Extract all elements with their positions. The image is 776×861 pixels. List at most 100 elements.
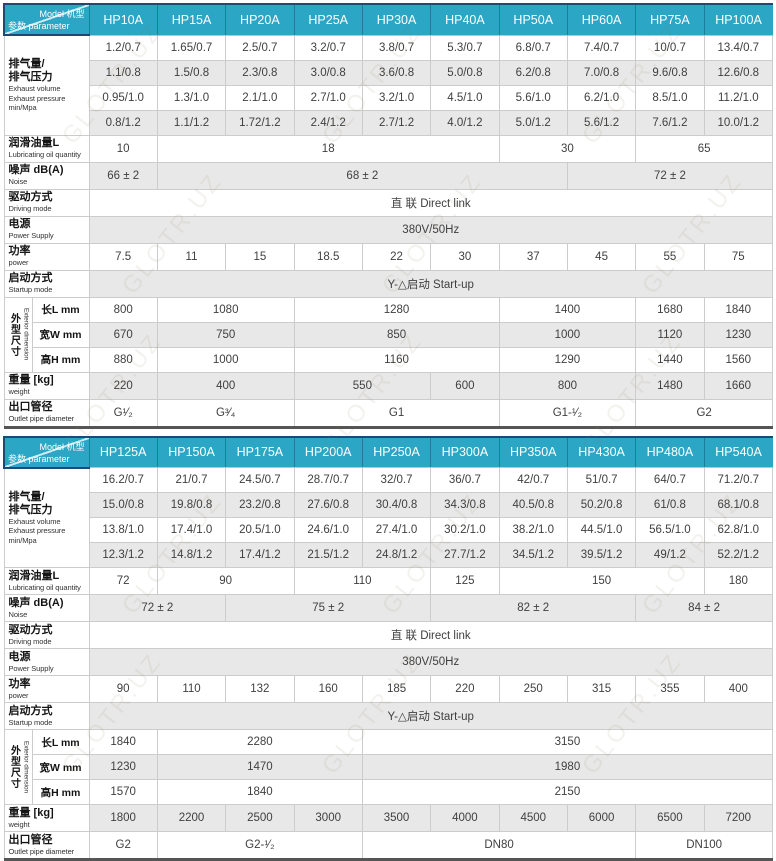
value-cell: 10.0/1.2 xyxy=(704,110,772,135)
value-cell: 61/0.8 xyxy=(636,493,704,518)
column-header-hp20a: HP20A xyxy=(226,4,294,35)
value-cell: 56.5/1.0 xyxy=(636,518,704,543)
row-label-zh: 润滑油量L xyxy=(9,570,87,583)
value-cell: 36/0.7 xyxy=(431,468,499,493)
value-cell: 1230 xyxy=(89,755,157,780)
value-cell: 0.95/1.0 xyxy=(89,85,157,110)
row-label-zh: 重量 [kg] xyxy=(9,374,87,387)
value-cell: 1840 xyxy=(704,297,772,322)
value-cell: 7.5 xyxy=(89,243,157,270)
value-cell: 15.0/0.8 xyxy=(89,493,157,518)
value-cell: 400 xyxy=(157,372,294,399)
value-cell: 800 xyxy=(499,372,636,399)
value-cell: 72 xyxy=(89,568,157,595)
row-label-en: Power Supply xyxy=(9,231,87,240)
value-cell: 直 联 Direct link xyxy=(89,189,773,216)
row-label-en: weight xyxy=(9,387,87,396)
value-cell: 8.5/1.0 xyxy=(636,85,704,110)
value-cell: 220 xyxy=(431,676,499,703)
diag-parameter-label: 参数 parameter xyxy=(8,19,70,32)
value-cell: 400 xyxy=(704,676,772,703)
value-cell: 16.2/0.7 xyxy=(89,468,157,493)
row-label-zh: 出口管径 xyxy=(9,401,87,414)
value-cell: 14.8/1.2 xyxy=(157,543,225,568)
column-header-hp430a: HP430A xyxy=(567,437,635,468)
row-label-en: Driving mode xyxy=(9,637,87,646)
column-header-hp540a: HP540A xyxy=(704,437,772,468)
value-cell: 24.8/1.2 xyxy=(362,543,430,568)
value-cell: 1.65/0.7 xyxy=(157,35,225,60)
value-cell: 62.8/1.0 xyxy=(704,518,772,543)
column-header-hp30a: HP30A xyxy=(362,4,430,35)
value-cell: 4.0/1.2 xyxy=(431,110,499,135)
value-cell: 7200 xyxy=(704,805,772,832)
value-cell: 30 xyxy=(499,135,636,162)
row-label-zh: 电源 xyxy=(9,218,87,231)
value-cell: 5.6/1.0 xyxy=(499,85,567,110)
value-cell: 2200 xyxy=(157,805,225,832)
value-cell: DN80 xyxy=(362,832,635,860)
value-cell: 13.4/0.7 xyxy=(704,35,772,60)
value-cell: 15 xyxy=(226,243,294,270)
value-cell: 125 xyxy=(431,568,499,595)
row-label-en: Outlet pipe diameter xyxy=(9,414,87,423)
row-label-en: Startup mode xyxy=(9,718,87,727)
model-parameter-diagonal-cell: Model 机型参数 parameter xyxy=(4,437,89,468)
row-label: 噪声 dB(A)Noise xyxy=(4,162,89,189)
value-cell: 3.2/1.0 xyxy=(362,85,430,110)
value-cell: 220 xyxy=(89,372,157,399)
value-cell: 5.0/0.8 xyxy=(431,60,499,85)
value-cell: 3000 xyxy=(294,805,362,832)
row-label-en: Exhaust pressure xyxy=(9,94,87,103)
column-header-hp350a: HP350A xyxy=(499,437,567,468)
value-cell: 132 xyxy=(226,676,294,703)
value-cell: 17.4/1.2 xyxy=(226,543,294,568)
column-header-hp250a: HP250A xyxy=(362,437,430,468)
dimension-sublabel: 高H mm xyxy=(32,780,89,805)
value-cell: 90 xyxy=(157,568,294,595)
row-label-en: Noise xyxy=(9,610,87,619)
value-cell: 800 xyxy=(89,297,157,322)
row-label-zh: 驱动方式 xyxy=(9,191,87,204)
value-cell: 9.6/0.8 xyxy=(636,60,704,85)
value-cell: 4.5/1.0 xyxy=(431,85,499,110)
value-cell: 1280 xyxy=(294,297,499,322)
row-label-en: Exhaust volume xyxy=(9,84,87,93)
value-cell: 45 xyxy=(567,243,635,270)
column-header-hp75a: HP75A xyxy=(636,4,704,35)
value-cell: G2-¹⁄₂ xyxy=(157,832,362,860)
value-cell: G³⁄₄ xyxy=(157,399,294,427)
value-cell: 32/0.7 xyxy=(362,468,430,493)
value-cell: 68 ± 2 xyxy=(157,162,567,189)
row-label-zh: 电源 xyxy=(9,651,87,664)
value-cell: 250 xyxy=(499,676,567,703)
value-cell: 2500 xyxy=(226,805,294,832)
row-label-en: Exhaust volume xyxy=(9,517,87,526)
value-cell: 30.2/1.0 xyxy=(431,518,499,543)
row-label-zh: 润滑油量L xyxy=(9,137,87,150)
value-cell: 1400 xyxy=(499,297,636,322)
value-cell: 2280 xyxy=(157,730,362,755)
value-cell: 30 xyxy=(431,243,499,270)
exterior-dimension-en: Exterior dimension xyxy=(23,308,30,360)
value-cell: 1470 xyxy=(157,755,362,780)
value-cell: 20.5/1.0 xyxy=(226,518,294,543)
